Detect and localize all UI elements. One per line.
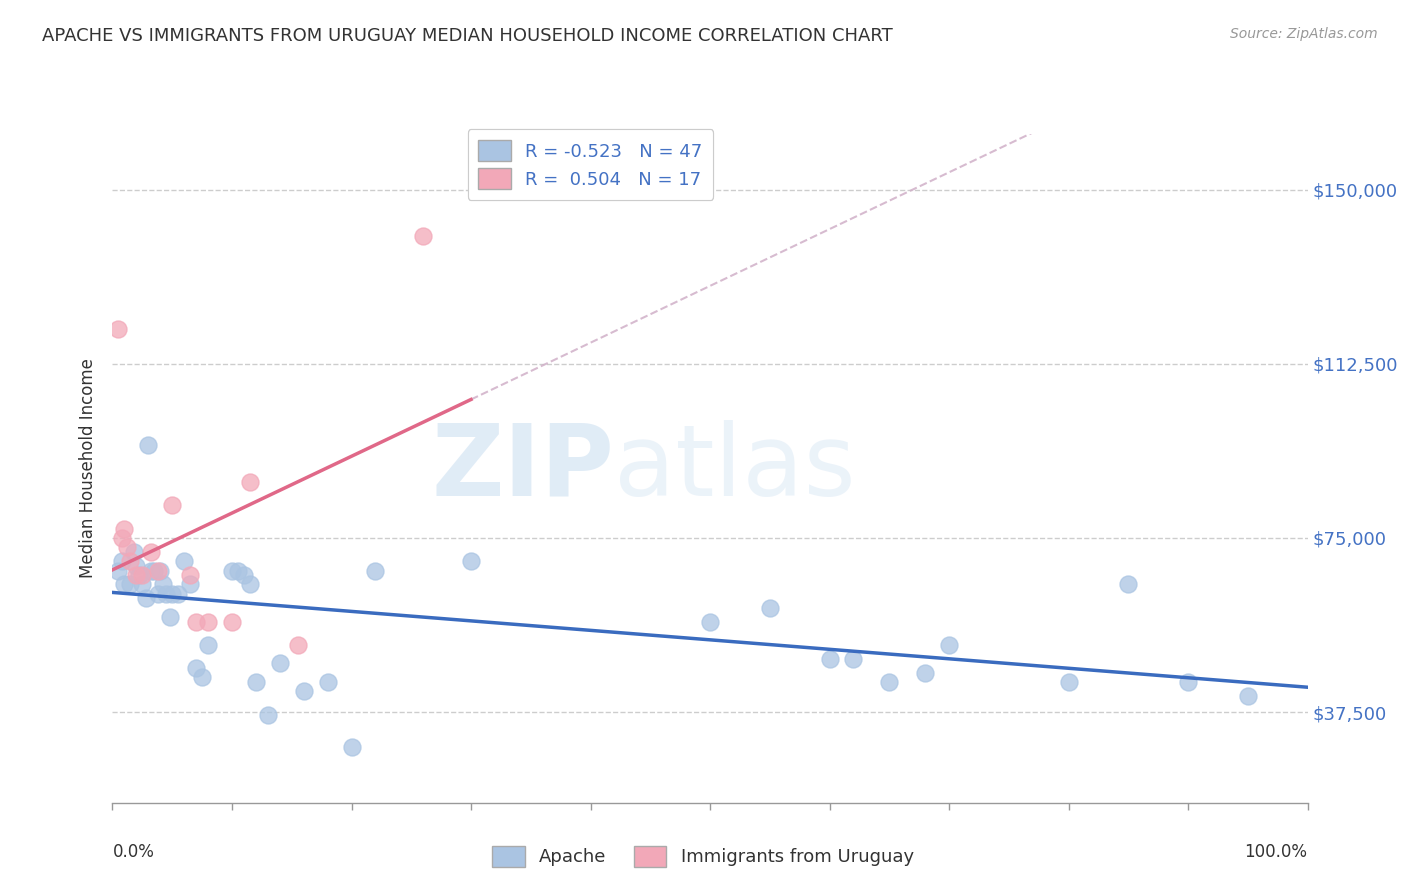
Point (125, 568, 148, 582)
Point (125, 558, 148, 573)
Point (239, 577, 262, 591)
Point (245, 675, 267, 690)
Point (938, 638, 960, 652)
Point (149, 564, 172, 578)
Point (759, 600, 782, 615)
Point (226, 564, 249, 578)
Point (191, 670, 214, 684)
Point (173, 554, 195, 568)
Point (179, 577, 201, 591)
Legend: Apache, Immigrants from Uruguay: Apache, Immigrants from Uruguay (485, 838, 921, 874)
Point (699, 615, 721, 629)
Point (340, 740, 363, 755)
Point (114, 522, 135, 536)
Text: 0.0%: 0.0% (112, 843, 155, 861)
Point (162, 499, 183, 513)
Text: Source: ZipAtlas.com: Source: ZipAtlas.com (1230, 27, 1378, 41)
Point (114, 577, 135, 591)
Point (412, 229, 434, 244)
Point (292, 684, 315, 698)
Point (162, 587, 183, 601)
Legend: R = -0.523   N = 47, R =  0.504   N = 17: R = -0.523 N = 47, R = 0.504 N = 17 (468, 129, 713, 200)
Point (155, 587, 177, 601)
Text: atlas: atlas (614, 420, 856, 516)
Point (167, 587, 190, 601)
Point (287, 638, 309, 652)
Point (107, 564, 129, 578)
Point (221, 615, 243, 629)
Point (159, 610, 181, 624)
Point (1237, 689, 1260, 703)
Point (197, 615, 219, 629)
Point (122, 545, 145, 559)
Point (1057, 675, 1080, 690)
Point (111, 531, 134, 545)
Point (197, 638, 219, 652)
Point (146, 587, 169, 601)
Point (239, 475, 262, 490)
Point (186, 661, 208, 675)
Point (818, 652, 841, 666)
Point (914, 665, 936, 680)
Text: APACHE VS IMMIGRANTS FROM URUGUAY MEDIAN HOUSEHOLD INCOME CORRELATION CHART: APACHE VS IMMIGRANTS FROM URUGUAY MEDIAN… (42, 27, 893, 45)
Point (269, 657, 291, 671)
Point (460, 554, 482, 568)
Point (120, 554, 142, 568)
Point (107, 322, 129, 336)
Point (146, 564, 169, 578)
Point (179, 568, 201, 582)
Point (221, 564, 243, 578)
Point (316, 675, 339, 690)
Point (186, 615, 208, 629)
Point (131, 577, 153, 591)
Point (120, 577, 142, 591)
Point (152, 577, 174, 591)
Point (135, 591, 157, 606)
Point (128, 568, 150, 582)
Point (138, 438, 160, 452)
Text: 100.0%: 100.0% (1244, 843, 1308, 861)
Point (842, 652, 865, 666)
Point (1177, 675, 1199, 690)
Point (143, 564, 166, 578)
Point (364, 564, 387, 578)
Point (1116, 577, 1139, 591)
Point (877, 675, 900, 690)
Text: ZIP: ZIP (432, 420, 614, 516)
Point (115, 541, 138, 555)
Point (257, 707, 280, 722)
Point (139, 564, 162, 578)
Point (232, 568, 256, 582)
Point (131, 568, 153, 582)
Point (111, 554, 134, 568)
Point (139, 545, 162, 559)
Y-axis label: Median Household Income: Median Household Income (79, 359, 97, 578)
